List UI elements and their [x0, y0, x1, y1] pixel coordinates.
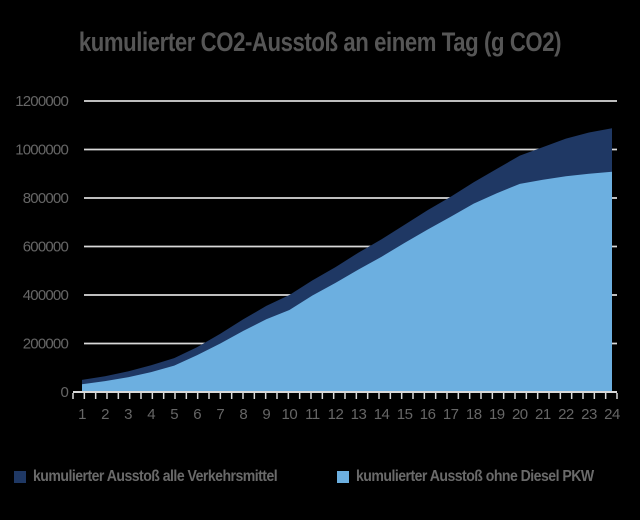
x-axis-label-9: 9 — [262, 406, 270, 423]
x-axis-label-15: 15 — [397, 406, 413, 423]
x-axis-label-8: 8 — [239, 406, 247, 423]
x-axis-label-2: 2 — [101, 406, 109, 423]
legend-item-ohne-diesel-pkw: kumulierter Ausstoß ohne Diesel PKW — [336, 468, 626, 486]
legend-item-alle-verkehrsmittel: kumulierter Ausstoß alle Verkehrsmittel — [14, 468, 310, 486]
x-axis-label-24: 24 — [604, 406, 620, 423]
x-axis-label-11: 11 — [305, 406, 320, 423]
x-axis-label-1: 1 — [78, 406, 86, 423]
x-axis-label-22: 22 — [558, 406, 574, 423]
y-axis-label-1000000: 1000000 — [15, 142, 68, 159]
x-axis-label-13: 13 — [351, 406, 367, 423]
chart-title: kumulierter CO2-Ausstoß an einem Tag (g … — [78, 27, 562, 57]
x-axis-label-5: 5 — [170, 406, 178, 423]
legend-label-alle-verkehrsmittel: kumulierter Ausstoß alle Verkehrsmittel — [33, 468, 278, 485]
x-axis-label-7: 7 — [216, 406, 224, 423]
x-axis-label-19: 19 — [489, 406, 505, 423]
x-axis-label-6: 6 — [193, 406, 201, 423]
x-axis-label-18: 18 — [466, 406, 482, 423]
x-axis-label-16: 16 — [420, 406, 436, 423]
x-axis-label-4: 4 — [147, 406, 155, 423]
y-axis-label-600000: 600000 — [23, 239, 69, 256]
legend-label-ohne-diesel-pkw: kumulierter Ausstoß ohne Diesel PKW — [355, 468, 594, 485]
y-axis-label-800000: 800000 — [23, 190, 69, 207]
x-axis-label-12: 12 — [328, 406, 344, 423]
y-axis-label-0: 0 — [60, 384, 68, 401]
legend-swatch-alle-verkehrsmittel-icon — [14, 471, 27, 483]
x-axis-label-23: 23 — [581, 406, 597, 423]
legend: kumulierter Ausstoß alle Verkehrsmittel … — [0, 468, 640, 486]
y-axis-label-200000: 200000 — [23, 336, 69, 353]
x-axis-label-21: 21 — [535, 406, 551, 423]
area-series-ohne-diesel-pkw — [82, 171, 612, 392]
x-axis-label-17: 17 — [443, 406, 459, 423]
x-axis-label-20: 20 — [512, 406, 528, 423]
x-axis-label-14: 14 — [374, 406, 390, 423]
x-axis-label-3: 3 — [124, 406, 132, 423]
legend-swatch-ohne-diesel-pkw-icon — [336, 471, 349, 483]
y-axis-label-1200000: 1200000 — [15, 93, 68, 110]
x-axis-label-10: 10 — [282, 406, 298, 423]
y-axis-label-400000: 400000 — [23, 287, 69, 304]
